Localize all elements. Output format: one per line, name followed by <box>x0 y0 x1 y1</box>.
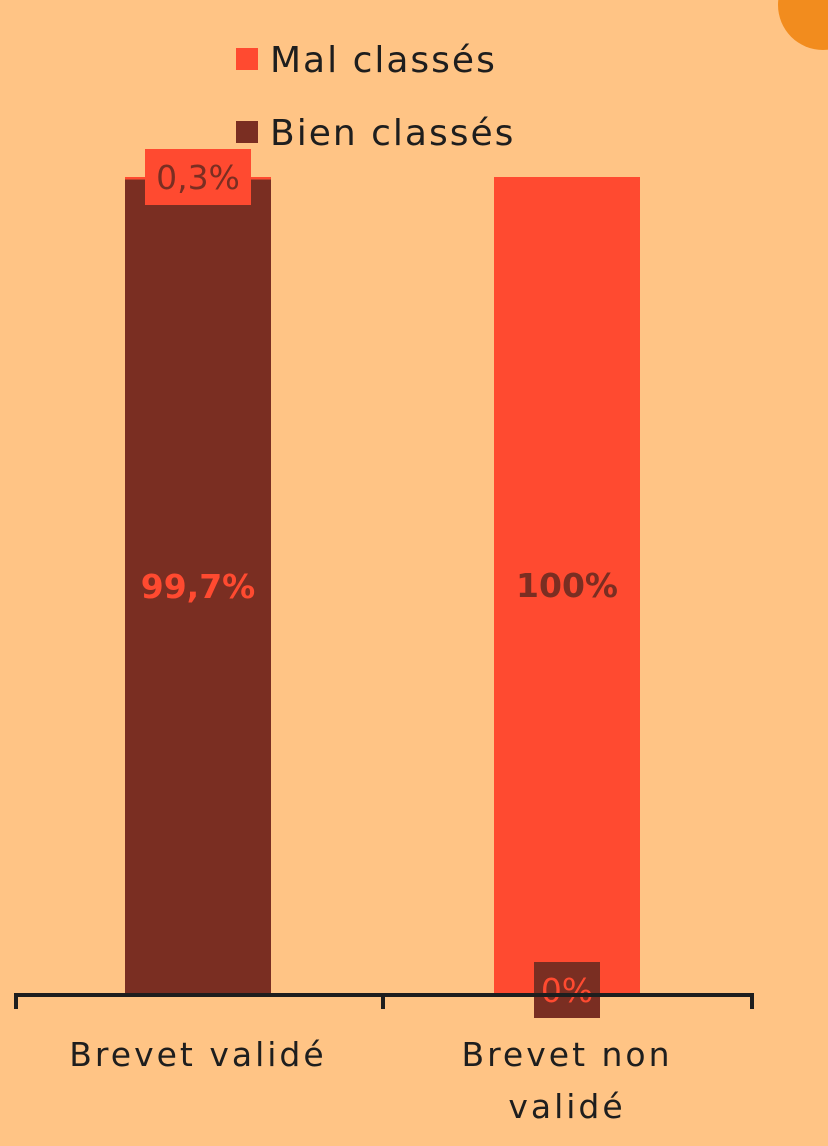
legend-label: Bien classés <box>270 113 515 154</box>
x-tick-label: Brevet validé <box>69 1035 326 1074</box>
data-label: 0% <box>541 971 593 1010</box>
legend-swatch <box>236 121 258 143</box>
legend-swatch <box>236 48 258 70</box>
data-label: 100% <box>516 566 618 605</box>
data-label: 0,3% <box>156 158 240 197</box>
legend-label: Mal classés <box>270 40 497 81</box>
x-tick-label: Brevet nonvalidé <box>461 1035 672 1126</box>
data-label: 99,7% <box>141 567 256 606</box>
